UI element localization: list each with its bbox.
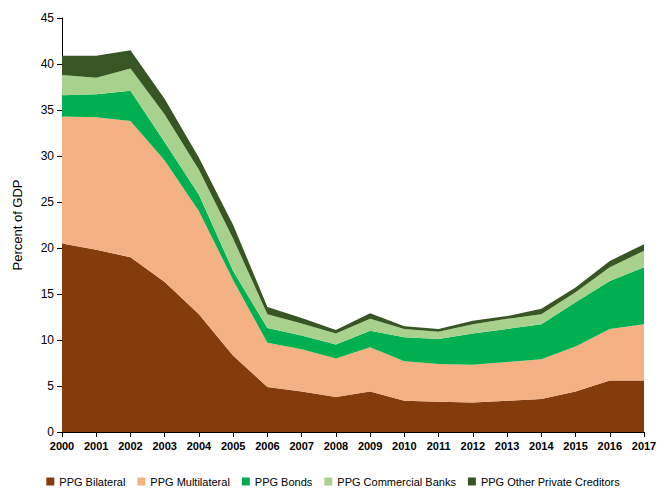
svg-text:PPG Multilateral: PPG Multilateral <box>150 476 229 488</box>
svg-text:5: 5 <box>47 379 54 393</box>
svg-text:PPG Bonds: PPG Bonds <box>255 476 313 488</box>
svg-text:2012: 2012 <box>461 440 485 452</box>
svg-text:2006: 2006 <box>255 440 279 452</box>
svg-text:10: 10 <box>41 333 55 347</box>
svg-text:0: 0 <box>47 425 54 439</box>
svg-text:40: 40 <box>41 57 55 71</box>
svg-text:2000: 2000 <box>50 440 74 452</box>
svg-text:2016: 2016 <box>598 440 622 452</box>
svg-text:2017: 2017 <box>632 440 656 452</box>
svg-text:15: 15 <box>41 287 55 301</box>
svg-text:2013: 2013 <box>495 440 519 452</box>
svg-text:20: 20 <box>41 241 55 255</box>
svg-text:2004: 2004 <box>187 440 212 452</box>
svg-text:Percent of GDP: Percent of GDP <box>10 179 25 270</box>
svg-text:2015: 2015 <box>563 440 587 452</box>
svg-text:2001: 2001 <box>84 440 108 452</box>
svg-text:45: 45 <box>41 11 55 25</box>
svg-text:2009: 2009 <box>358 440 382 452</box>
svg-text:35: 35 <box>41 103 55 117</box>
svg-text:2008: 2008 <box>324 440 348 452</box>
svg-text:PPG Other Private Creditors: PPG Other Private Creditors <box>481 476 620 488</box>
svg-text:2010: 2010 <box>392 440 416 452</box>
svg-text:PPG Bilateral: PPG Bilateral <box>59 476 125 488</box>
svg-text:2014: 2014 <box>529 440 554 452</box>
svg-text:2002: 2002 <box>118 440 142 452</box>
svg-text:2011: 2011 <box>427 440 451 452</box>
svg-text:PPG Commercial Banks: PPG Commercial Banks <box>337 476 456 488</box>
svg-text:25: 25 <box>41 195 55 209</box>
svg-text:2003: 2003 <box>152 440 176 452</box>
svg-text:2007: 2007 <box>289 440 313 452</box>
svg-text:30: 30 <box>41 149 55 163</box>
svg-text:2005: 2005 <box>221 440 245 452</box>
